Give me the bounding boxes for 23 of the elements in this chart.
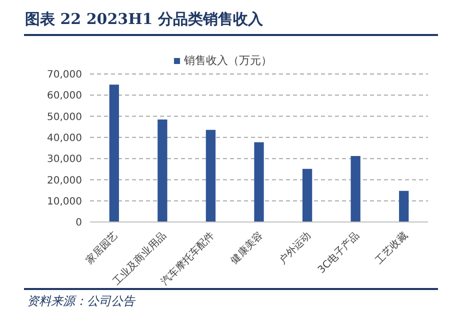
y-tick-label: 30,000 [47,154,82,166]
bar [302,168,312,222]
y-tick-label: 70,000 [47,70,82,81]
y-tick-label: 20,000 [47,175,82,186]
text: 资料来源：公司公告 [27,293,135,310]
x-tick-label: 健康美容 [228,230,266,266]
y-tick-label: 50,000 [47,112,82,123]
y-tick-label: 10,000 [47,196,82,208]
x-tick-label: 家居园艺 [83,230,120,266]
bar [109,84,119,222]
bar [206,130,216,222]
bar [399,190,409,222]
y-tick-label: 40,000 [47,132,82,144]
bar [158,119,168,222]
bar [350,156,360,222]
x-tick-label: 3C电子产品 [315,230,362,276]
y-tick-label: 0 [76,218,82,229]
x-tick-label: 工艺收藏 [373,230,410,266]
bar [254,142,264,222]
chart-title: 图表 22 2023H1 分品类销售收入 [25,10,263,29]
y-tick-label: 60,000 [47,90,82,102]
legend-label: 销售收入（万元） [184,54,272,67]
x-tick-label: 户外运动 [276,230,314,266]
